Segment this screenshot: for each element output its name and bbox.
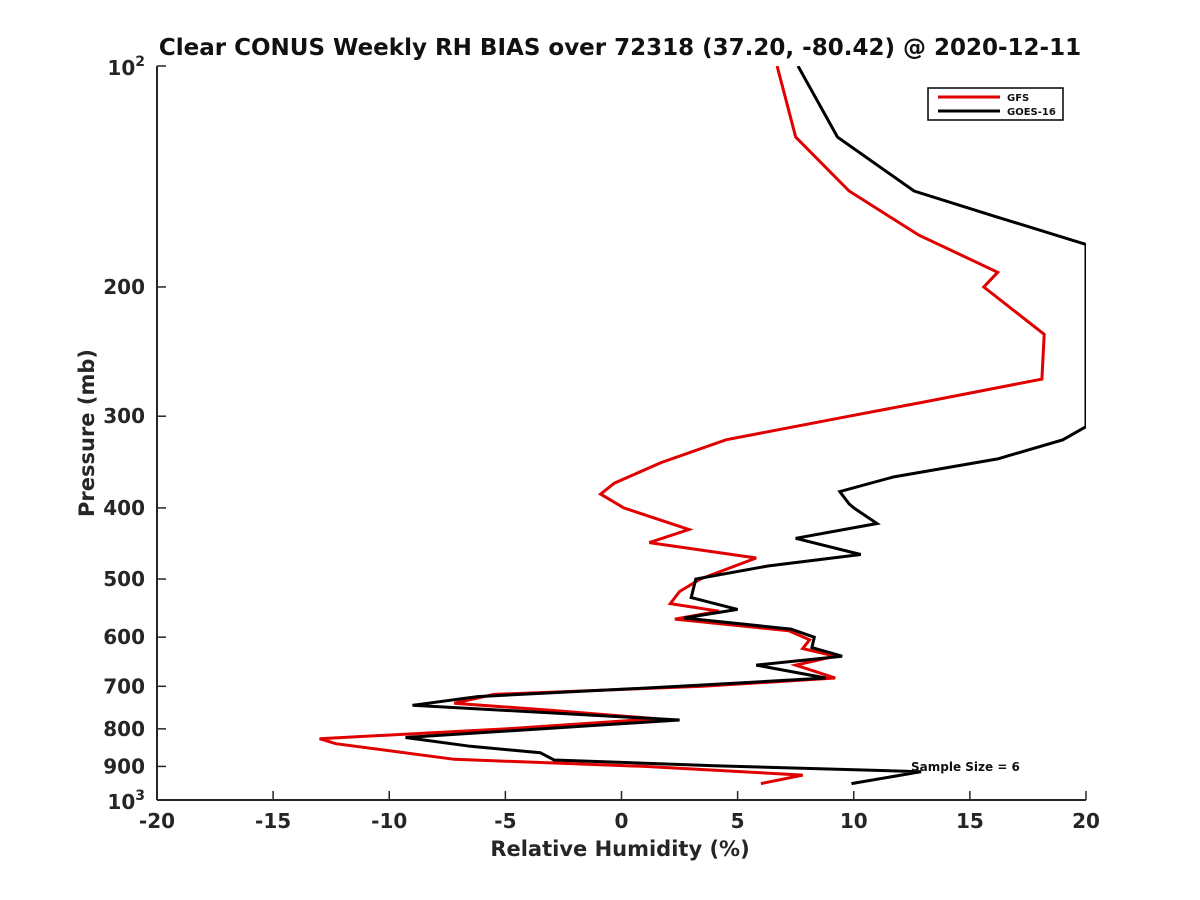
x-tick-label: -20	[139, 809, 175, 833]
x-tick-label: 20	[1072, 809, 1100, 833]
x-axis-label: Relative Humidity (%)	[490, 837, 749, 861]
x-tick-label: 5	[731, 809, 745, 833]
sample-size-annotation: Sample Size = 6	[911, 760, 1020, 774]
x-tick-label: -15	[255, 809, 291, 833]
x-tick-label: 15	[956, 809, 984, 833]
y-tick-label: 300	[103, 404, 145, 428]
x-tick-label: -10	[371, 809, 407, 833]
axes	[156, 65, 1087, 801]
series-line-gfs	[319, 66, 1046, 786]
y-tick-label: 400	[103, 496, 145, 520]
y-tick-label: 200	[103, 275, 145, 299]
y-tick-label: 102	[107, 54, 145, 80]
series-line-goes-16	[405, 66, 1086, 786]
y-tick-label: 500	[103, 567, 145, 591]
series-layer	[319, 66, 1086, 786]
y-tick-label: 800	[103, 717, 145, 741]
y-tick-label: 700	[103, 674, 145, 698]
y-tick-label: 600	[103, 625, 145, 649]
legend-label-gfs: GFS	[1007, 93, 1029, 104]
legend: GFS GOES-16	[927, 87, 1064, 121]
y-tick-label: 103	[107, 788, 145, 814]
y-tick-label: 900	[103, 754, 145, 778]
tick-labels: -20 -15 -10 -5 0 5 10 15 20 102 200 300 400 500 600 700…	[103, 54, 1100, 833]
x-tick-label: -5	[494, 809, 516, 833]
x-tick-label: 0	[615, 809, 629, 833]
legend-box	[927, 87, 1064, 121]
chart-title: Clear CONUS Weekly RH BIAS over 72318 (3…	[159, 35, 1081, 61]
legend-label-goes-16: GOES-16	[1007, 107, 1056, 118]
x-tick-label: 10	[840, 809, 868, 833]
y-axis-label: Pressure (mb)	[75, 349, 99, 517]
